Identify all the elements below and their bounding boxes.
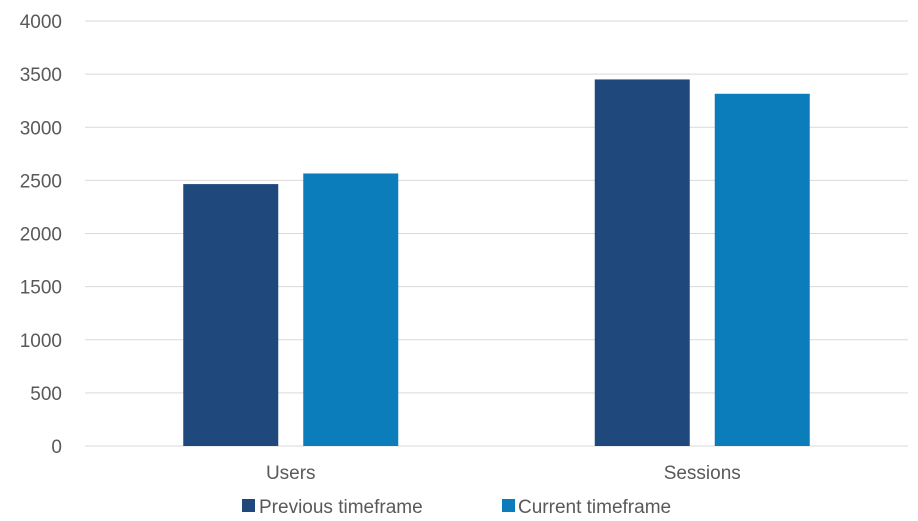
bar-sessions-current (714, 93, 810, 446)
y-tick-label: 1000 (20, 331, 62, 352)
y-tick-label: 1500 (20, 278, 62, 299)
x-category-label: Sessions (664, 463, 741, 484)
bar-sessions-previous (594, 79, 690, 446)
legend: Previous timeframe Current timeframe (242, 497, 671, 518)
legend-label: Current timeframe (518, 497, 671, 518)
x-category-label: Users (266, 463, 316, 484)
bar-users-previous (183, 184, 279, 446)
y-tick-label: 3000 (20, 118, 62, 139)
y-tick-label: 4000 (20, 12, 62, 33)
legend-swatch (502, 499, 515, 512)
y-tick-label: 0 (51, 437, 62, 458)
y-tick-label: 2500 (20, 171, 62, 192)
y-tick-label: 500 (30, 384, 62, 405)
y-axis-tick-labels: 0 500 1000 1500 2000 2500 3000 3500 4000 (20, 12, 62, 458)
bar-users-current (303, 173, 399, 446)
y-tick-label: 2000 (20, 225, 62, 246)
y-tick-label: 3500 (20, 65, 62, 86)
bars (183, 79, 810, 446)
legend-swatch (242, 499, 255, 512)
x-axis-category-labels: Users Sessions (266, 463, 741, 484)
legend-label: Previous timeframe (259, 497, 423, 518)
